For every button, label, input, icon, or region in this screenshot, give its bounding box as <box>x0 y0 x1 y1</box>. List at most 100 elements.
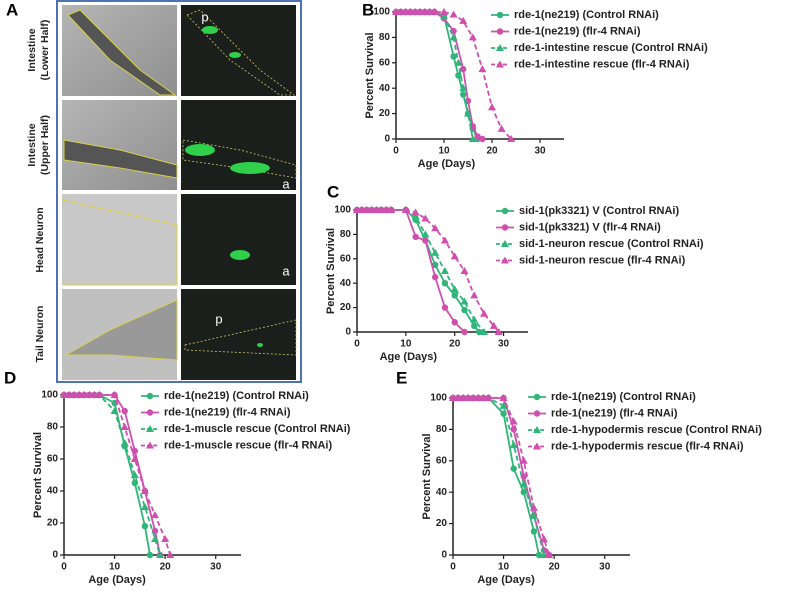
triangle-marker <box>507 135 516 142</box>
triangle-marker <box>449 394 457 401</box>
circle-marker <box>441 280 449 287</box>
triangle-marker <box>499 401 508 409</box>
gfp-signal <box>229 52 241 58</box>
legend-label: sid-1-neuron rescue (flr-4 RNAi) <box>519 254 686 266</box>
circle-marker <box>471 322 478 330</box>
triangle-marker <box>80 391 89 398</box>
x-tick-label: 0 <box>393 146 399 157</box>
triangle-marker <box>533 442 541 450</box>
triangle-marker <box>401 206 410 213</box>
y-tick-label: 80 <box>340 229 352 240</box>
triangle-marker <box>460 267 469 274</box>
fluorescence <box>181 194 296 285</box>
x-tick-label: 20 <box>449 339 461 350</box>
series-line <box>357 209 480 333</box>
x-tick-label: 10 <box>438 146 450 157</box>
triangle-marker <box>519 456 528 464</box>
x-tick-label: 30 <box>210 562 222 573</box>
legend-label: rde-1-intestine rescue (flr-4 RNAi) <box>514 58 690 70</box>
y-tick-label: 40 <box>47 486 59 497</box>
triangle-marker <box>501 240 509 247</box>
y-axis-title: Percent Survival <box>325 228 337 314</box>
triangle-marker <box>70 391 79 398</box>
circle-marker <box>510 465 517 472</box>
triangle-marker <box>454 58 463 66</box>
gfp-signal <box>230 162 270 174</box>
triangle-marker <box>489 321 498 329</box>
y-axis-title: Percent Survival <box>364 32 376 118</box>
triangle-marker <box>85 391 94 398</box>
triangle-marker <box>459 16 468 24</box>
triangle-marker <box>509 441 518 449</box>
chart: 0 20 40 60 80 100 0 10 20 30 Percent Survival Age (… <box>32 390 351 586</box>
triangle-marker <box>469 394 478 401</box>
legend-label: rde-1(ne219) (flr-4 RNAi) <box>514 25 641 37</box>
triangle-marker <box>421 230 430 238</box>
triangle-marker <box>75 391 84 398</box>
y-tick-label: 60 <box>340 253 352 264</box>
triangle-marker <box>480 328 489 335</box>
triangle-marker <box>460 297 469 305</box>
annotation: p <box>215 311 222 326</box>
triangle-marker <box>464 109 472 117</box>
circle-marker <box>501 224 509 231</box>
y-axis-title: Percent Survival <box>421 433 433 519</box>
y-tick-label: 0 <box>384 134 390 145</box>
worm-outline <box>184 319 297 356</box>
x-tick-label: 20 <box>160 562 172 573</box>
triangle-marker <box>470 315 479 323</box>
triangle-marker <box>496 60 504 68</box>
triangle-marker <box>120 423 129 430</box>
row-label: Head Neuron <box>34 207 46 272</box>
x-tick-label: 20 <box>486 146 498 157</box>
row-1 <box>62 5 296 96</box>
triangle-marker <box>533 426 541 433</box>
triangle-marker <box>454 394 463 401</box>
triangle-marker <box>501 256 509 264</box>
triangle-marker <box>90 391 99 398</box>
circle-marker <box>496 28 504 35</box>
circle-marker <box>535 551 543 559</box>
gfp-signal <box>202 26 218 34</box>
circle-marker <box>479 135 486 143</box>
x-tick-label: 10 <box>400 339 412 350</box>
circle-marker <box>131 447 138 455</box>
legend-label: rde-1(ne219) (Control RNAi) <box>164 390 309 402</box>
circle-marker <box>530 528 538 535</box>
triangle-marker <box>156 551 165 558</box>
triangle-marker <box>529 511 538 519</box>
x-axis-title: Age (Days) <box>477 574 535 586</box>
y-tick-label: 60 <box>379 57 391 68</box>
circle-marker <box>461 328 468 336</box>
y-tick-label: 100 <box>430 393 447 404</box>
fluorescence <box>181 5 296 96</box>
triangle-marker <box>529 503 538 511</box>
x-axis-title: Age (Days) <box>88 574 146 586</box>
gfp-signal <box>257 343 263 347</box>
legend-label: sid-1(pk3321) V (flr-4 RNAi) <box>519 221 661 233</box>
fluorescence <box>181 289 296 380</box>
worm-outline <box>182 139 297 179</box>
triangle-marker <box>479 394 488 401</box>
circle-marker <box>431 261 439 269</box>
triangle-marker <box>110 391 119 398</box>
x-tick-label: 10 <box>109 562 121 573</box>
worm-outline <box>61 199 178 286</box>
triangle-marker <box>430 8 439 15</box>
legend-label: rde-1(ne219) (Control RNAi) <box>514 9 659 21</box>
row-label: (Upper Half) <box>39 115 51 175</box>
y-tick-label: 0 <box>52 550 58 561</box>
legend-label: rde-1-hypodermis rescue (flr-4 RNAi) <box>551 440 744 452</box>
circle-marker <box>474 133 481 140</box>
legend-label: rde-1-intestine rescue (Control RNAi) <box>514 42 708 54</box>
triangle-marker <box>484 394 493 401</box>
legend-label: rde-1-muscle rescue (flr-4 RNAi) <box>164 439 332 451</box>
triangle-marker <box>151 511 160 518</box>
triangle-marker <box>440 236 449 244</box>
triangle-marker <box>474 394 483 401</box>
y-tick-label: 40 <box>436 487 448 498</box>
y-tick-label: 100 <box>334 205 351 216</box>
row-4 <box>62 289 297 380</box>
row-label: Tail Neuron <box>34 306 46 363</box>
